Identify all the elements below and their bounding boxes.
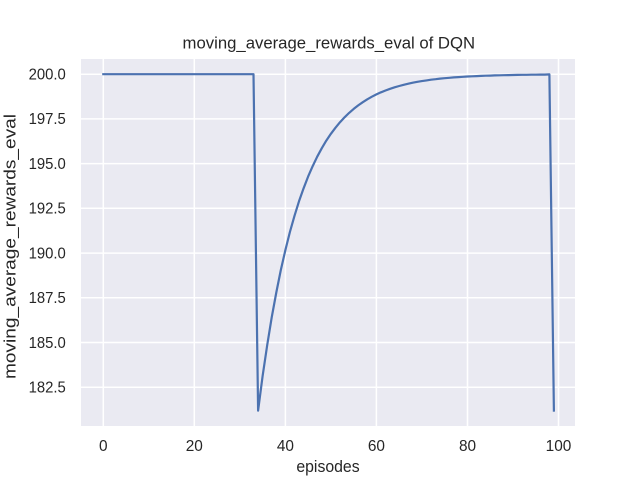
svg-text:episodes: episodes [296,457,359,476]
svg-text:192.5: 192.5 [29,201,66,218]
svg-text:0: 0 [99,438,108,455]
svg-text:moving_average_rewards_eval of: moving_average_rewards_eval of DQN [183,33,476,52]
svg-text:182.5: 182.5 [29,380,66,397]
svg-text:60: 60 [368,438,385,455]
svg-text:20: 20 [186,438,203,455]
svg-text:moving_average_rewards_eval: moving_average_rewards_eval [1,114,20,379]
svg-text:40: 40 [277,438,294,455]
svg-text:100: 100 [546,438,572,455]
svg-text:187.5: 187.5 [29,290,66,307]
svg-text:185.0: 185.0 [29,335,66,352]
svg-text:80: 80 [459,438,476,455]
svg-text:197.5: 197.5 [29,111,66,128]
svg-text:200.0: 200.0 [29,67,66,84]
svg-text:195.0: 195.0 [29,156,66,173]
svg-text:190.0: 190.0 [29,245,66,262]
